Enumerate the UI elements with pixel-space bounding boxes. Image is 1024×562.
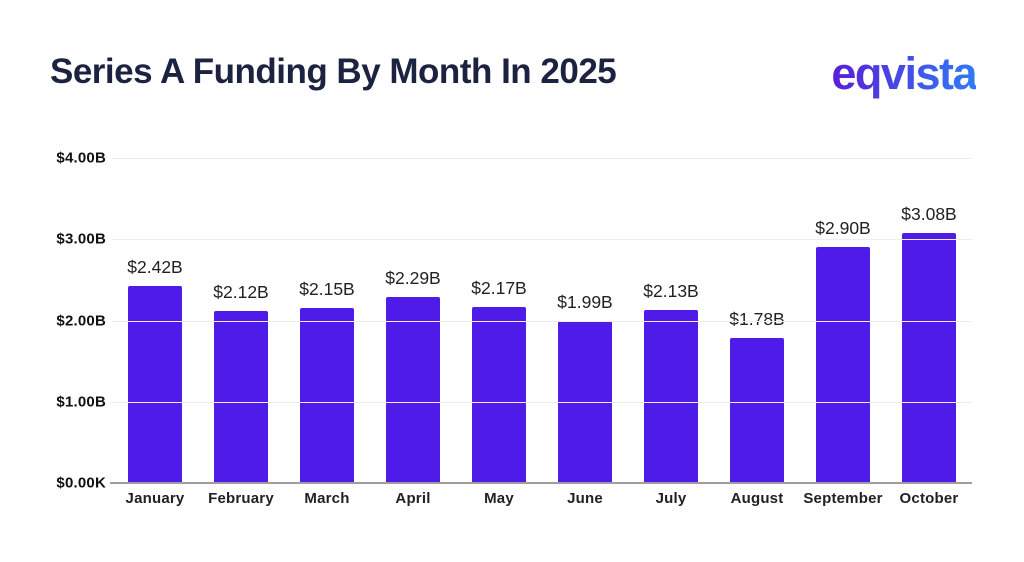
x-label-august: August <box>730 490 784 507</box>
x-label-october: October <box>899 490 959 507</box>
value-label-may: $2.17B <box>471 277 527 298</box>
x-label-april: April <box>395 490 431 507</box>
x-label-may: May <box>484 490 514 507</box>
y-tick-label: $4.00B <box>56 149 106 167</box>
x-axis-baseline <box>110 482 972 484</box>
x-label-july: July <box>655 490 687 507</box>
x-label-february: February <box>208 490 274 507</box>
bar-january <box>128 286 182 483</box>
bar-july <box>644 309 698 483</box>
x-label-june: June <box>567 490 603 507</box>
y-tick-label: $0.00K <box>56 474 106 492</box>
value-label-july: $2.13B <box>643 280 699 301</box>
gridline <box>112 158 972 159</box>
bar-slot-january: $2.42B <box>112 158 198 483</box>
value-label-january: $2.42B <box>127 257 183 278</box>
bars-container: $2.42B $2.12B $2.15B $2.29B $2.17B $1.99B $2.1… <box>112 158 972 483</box>
bar-september <box>816 247 870 483</box>
gridline <box>112 401 972 403</box>
bar-slot-march: $2.15B <box>284 158 370 483</box>
bar-february <box>214 310 268 483</box>
bar-slot-february: $2.12B <box>198 158 284 483</box>
bar-october <box>902 232 956 483</box>
x-axis: January February March April May June July Augu… <box>112 490 972 507</box>
bar-august <box>730 338 784 483</box>
value-label-august: $1.78B <box>729 309 785 330</box>
bar-slot-april: $2.29B <box>370 158 456 483</box>
page-title: Series A Funding By Month In 2025 <box>50 52 617 91</box>
eqvista-logo: eqvista <box>831 48 977 99</box>
x-label-september: September <box>803 490 883 507</box>
value-label-february: $2.12B <box>213 281 269 302</box>
y-tick-label: $2.00B <box>56 312 106 329</box>
bar-slot-may: $2.17B <box>456 158 542 483</box>
value-label-april: $2.29B <box>385 267 441 288</box>
value-label-october: $3.08B <box>901 203 957 224</box>
bar-april <box>386 296 440 483</box>
value-label-june: $1.99B <box>557 292 613 313</box>
y-tick-label: $1.00B <box>56 393 106 411</box>
value-label-september: $2.90B <box>815 218 871 239</box>
plot-area: $2.42B $2.12B $2.15B $2.29B $2.17B $1.99B $2.1… <box>110 158 972 484</box>
bar-may <box>472 306 526 483</box>
bar-slot-august: $1.78B <box>714 158 800 483</box>
x-label-march: March <box>304 490 350 507</box>
value-label-march: $2.15B <box>299 279 355 300</box>
bar-slot-july: $2.13B <box>628 158 714 483</box>
bar-slot-september: $2.90B <box>800 158 886 483</box>
x-label-january: January <box>125 490 185 507</box>
gridline <box>112 320 972 322</box>
bar-march <box>300 308 354 483</box>
bar-slot-october: $3.08B <box>886 158 972 483</box>
y-tick-label: $3.00B <box>56 230 106 248</box>
y-axis: $4.00B $3.00B $2.00B $1.00B $0.00K <box>0 150 106 492</box>
gridline <box>112 239 972 241</box>
